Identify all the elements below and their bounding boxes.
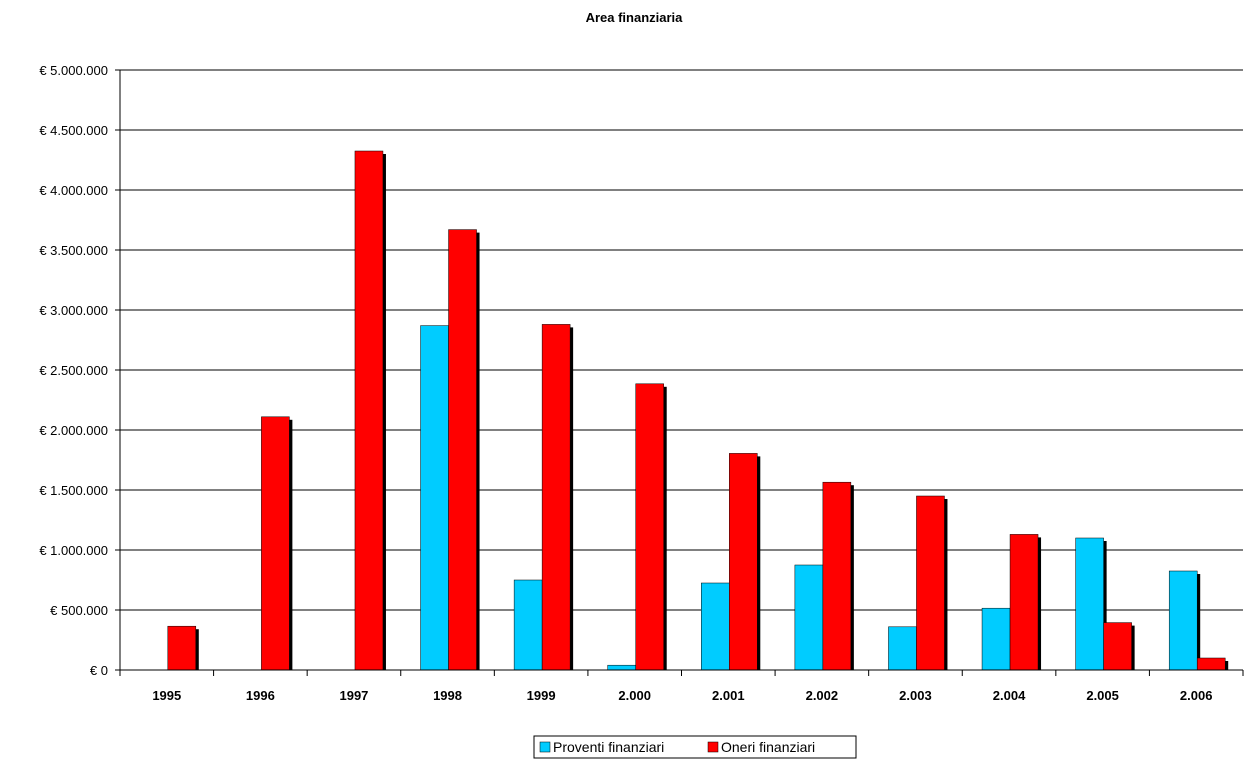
bar-oneri-2.003 [916,495,945,671]
legend-box [533,735,857,759]
bar-proventi-2.004 [981,607,1011,671]
bar-proventi-2.005 [1075,537,1104,671]
y-tick-label: € 2.500.000 [39,363,108,378]
legend-label: Oneri finanziari [721,739,815,755]
bar-oneri-1996 [261,416,290,671]
y-tick-label: € 3.500.000 [39,243,108,258]
bar-oneri-1999 [541,324,571,671]
x-tick-label: 2.001 [712,688,745,703]
bar-oneri-1997 [354,150,384,671]
x-tick-label: 2.004 [993,688,1026,703]
y-tick-label: € 4.000.000 [39,183,108,198]
bar-proventi-1999 [513,579,543,671]
y-tick-label: € 500.000 [50,603,108,618]
legend-swatch [707,741,719,753]
bar-proventi-2.000 [607,664,636,671]
x-tick-label: 2.005 [1086,688,1119,703]
x-tick-label: 1996 [246,688,275,703]
bar-oneri-2.005 [1103,622,1132,671]
chart-title: Area finanziaria [586,10,684,25]
x-tick-label: 1997 [339,688,368,703]
y-tick-label: € 5.000.000 [39,63,108,78]
bar-oneri-2.002 [822,481,852,671]
x-tick-label: 1999 [527,688,556,703]
legend-label: Proventi finanziari [553,739,664,755]
y-axis-tick-labels: € 0 € 500.000 € 1.000.000 € 1.500.000 € 2.00… [39,63,120,678]
bar-proventi-2.006 [1168,570,1198,671]
legend: Proventi finanziari Oneri finanziari [533,735,857,759]
y-tick-label: € 1.500.000 [39,483,108,498]
bar-oneri-2.000 [635,383,664,671]
bar-oneri-2.006 [1196,657,1226,671]
bar-proventi-2.002 [794,564,824,671]
x-axis-tick-labels: 1995 1996 1997 1998 1999 2.000 2.001 2.002 2.003… [119,670,1244,703]
y-tick-label: € 0 [90,663,108,678]
x-tick-label: 2.000 [618,688,651,703]
y-tick-label: € 1.000.000 [39,543,108,558]
x-tick-label: 2.003 [899,688,932,703]
bar-oneri-1995 [167,625,197,671]
y-tick-label: € 3.000.000 [39,303,108,318]
bar-proventi-2.001 [701,582,730,671]
bar-oneri-2.001 [729,453,758,671]
bar-proventi-2.003 [888,626,917,671]
bar-oneri-2.004 [1009,534,1039,671]
x-tick-label: 1995 [152,688,181,703]
x-tick-label: 2.002 [806,688,839,703]
gridlines [120,69,1243,611]
bar-oneri-1998 [448,229,477,671]
bar-proventi-1998 [420,325,449,671]
x-tick-label: 2.006 [1180,688,1213,703]
bars [167,150,1229,671]
y-tick-label: € 4.500.000 [39,123,108,138]
x-tick-label: 1998 [433,688,462,703]
y-tick-label: € 2.000.000 [39,423,108,438]
legend-swatch [539,741,551,753]
